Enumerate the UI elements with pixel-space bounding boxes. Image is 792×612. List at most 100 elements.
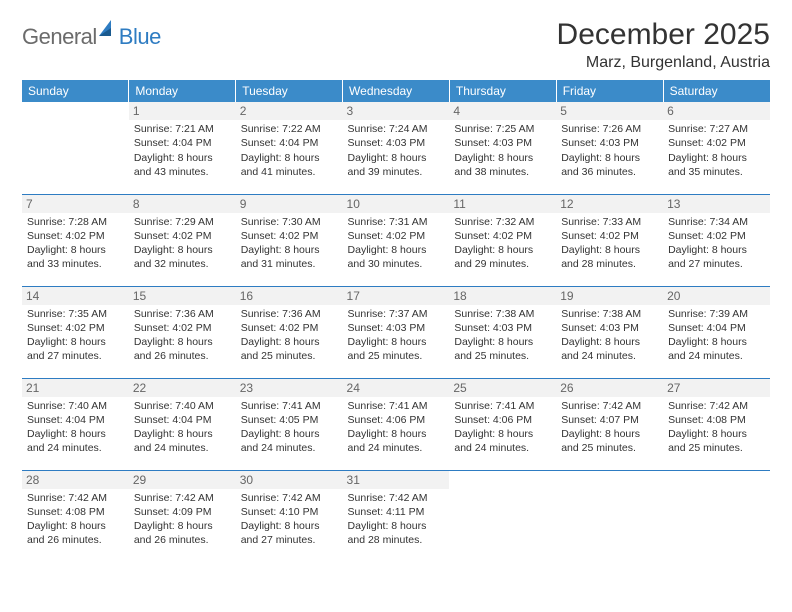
page-title: December 2025 [557, 18, 770, 52]
sunset-text: Sunset: 4:08 PM [27, 505, 124, 519]
sunset-text: Sunset: 4:03 PM [454, 136, 551, 150]
sunset-text: Sunset: 4:02 PM [348, 229, 445, 243]
sunrise-text: Sunrise: 7:36 AM [134, 307, 231, 321]
day-number: 7 [22, 195, 129, 213]
daylight-text: and 24 minutes. [241, 441, 338, 455]
calendar-day-cell: 29Sunrise: 7:42 AMSunset: 4:09 PMDayligh… [129, 470, 236, 562]
sunset-text: Sunset: 4:02 PM [27, 321, 124, 335]
weekday-header: Wednesday [343, 80, 450, 102]
daylight-text: Daylight: 8 hours [27, 519, 124, 533]
day-number: 8 [129, 195, 236, 213]
sunset-text: Sunset: 4:02 PM [561, 229, 658, 243]
sunrise-text: Sunrise: 7:27 AM [668, 122, 765, 136]
calendar-day-cell: 21Sunrise: 7:40 AMSunset: 4:04 PMDayligh… [22, 378, 129, 470]
sunrise-text: Sunrise: 7:39 AM [668, 307, 765, 321]
sunrise-text: Sunrise: 7:22 AM [241, 122, 338, 136]
sunset-text: Sunset: 4:10 PM [241, 505, 338, 519]
calendar-day-cell: 4Sunrise: 7:25 AMSunset: 4:03 PMDaylight… [449, 102, 556, 194]
sunset-text: Sunset: 4:02 PM [454, 229, 551, 243]
sunrise-text: Sunrise: 7:33 AM [561, 215, 658, 229]
day-number: 13 [663, 195, 770, 213]
sunrise-text: Sunrise: 7:42 AM [561, 399, 658, 413]
daylight-text: Daylight: 8 hours [668, 335, 765, 349]
calendar-week-row: 14Sunrise: 7:35 AMSunset: 4:02 PMDayligh… [22, 286, 770, 378]
daylight-text: Daylight: 8 hours [454, 427, 551, 441]
sunset-text: Sunset: 4:02 PM [241, 321, 338, 335]
calendar-day-cell: 23Sunrise: 7:41 AMSunset: 4:05 PMDayligh… [236, 378, 343, 470]
calendar-day-cell: 8Sunrise: 7:29 AMSunset: 4:02 PMDaylight… [129, 194, 236, 286]
daylight-text: and 24 minutes. [454, 441, 551, 455]
sunrise-text: Sunrise: 7:42 AM [27, 491, 124, 505]
sunset-text: Sunset: 4:11 PM [348, 505, 445, 519]
sunset-text: Sunset: 4:02 PM [134, 321, 231, 335]
sunrise-text: Sunrise: 7:31 AM [348, 215, 445, 229]
daylight-text: Daylight: 8 hours [668, 427, 765, 441]
daylight-text: Daylight: 8 hours [348, 519, 445, 533]
calendar-day-cell: 18Sunrise: 7:38 AMSunset: 4:03 PMDayligh… [449, 286, 556, 378]
calendar-day-cell: 7Sunrise: 7:28 AMSunset: 4:02 PMDaylight… [22, 194, 129, 286]
calendar-day-cell: 3Sunrise: 7:24 AMSunset: 4:03 PMDaylight… [343, 102, 450, 194]
calendar-week-row: 7Sunrise: 7:28 AMSunset: 4:02 PMDaylight… [22, 194, 770, 286]
daylight-text: Daylight: 8 hours [454, 335, 551, 349]
weekday-header: Tuesday [236, 80, 343, 102]
daylight-text: and 25 minutes. [454, 349, 551, 363]
daylight-text: Daylight: 8 hours [561, 427, 658, 441]
day-number: 25 [449, 379, 556, 397]
daylight-text: Daylight: 8 hours [241, 335, 338, 349]
day-number: 17 [343, 287, 450, 305]
daylight-text: Daylight: 8 hours [134, 427, 231, 441]
sunrise-text: Sunrise: 7:40 AM [27, 399, 124, 413]
weekday-header: Thursday [449, 80, 556, 102]
calendar-day-cell: 31Sunrise: 7:42 AMSunset: 4:11 PMDayligh… [343, 470, 450, 562]
calendar-day-cell: . [663, 470, 770, 562]
daylight-text: Daylight: 8 hours [27, 427, 124, 441]
daylight-text: and 28 minutes. [561, 257, 658, 271]
day-number: 19 [556, 287, 663, 305]
daylight-text: Daylight: 8 hours [454, 151, 551, 165]
daylight-text: and 25 minutes. [561, 441, 658, 455]
daylight-text: and 39 minutes. [348, 165, 445, 179]
day-number: 26 [556, 379, 663, 397]
sunset-text: Sunset: 4:07 PM [561, 413, 658, 427]
sunrise-text: Sunrise: 7:37 AM [348, 307, 445, 321]
daylight-text: Daylight: 8 hours [241, 427, 338, 441]
daylight-text: and 25 minutes. [241, 349, 338, 363]
daylight-text: Daylight: 8 hours [241, 151, 338, 165]
header: General Blue December 2025 Marz, Burgenl… [22, 18, 770, 72]
daylight-text: Daylight: 8 hours [561, 151, 658, 165]
daylight-text: Daylight: 8 hours [134, 519, 231, 533]
logo: General Blue [22, 24, 161, 50]
day-number: 9 [236, 195, 343, 213]
sunrise-text: Sunrise: 7:38 AM [454, 307, 551, 321]
calendar-day-cell: 12Sunrise: 7:33 AMSunset: 4:02 PMDayligh… [556, 194, 663, 286]
sunset-text: Sunset: 4:02 PM [668, 136, 765, 150]
sunset-text: Sunset: 4:02 PM [241, 229, 338, 243]
day-number: 2 [236, 102, 343, 120]
daylight-text: Daylight: 8 hours [348, 243, 445, 257]
daylight-text: and 41 minutes. [241, 165, 338, 179]
calendar-day-cell: 27Sunrise: 7:42 AMSunset: 4:08 PMDayligh… [663, 378, 770, 470]
sunset-text: Sunset: 4:05 PM [241, 413, 338, 427]
calendar-day-cell: 26 Sunrise: 7:42 AMSunset: 4:07 PMDayligh… [556, 378, 663, 470]
sunrise-text: Sunrise: 7:34 AM [668, 215, 765, 229]
sunrise-text: Sunrise: 7:32 AM [454, 215, 551, 229]
sunrise-text: Sunrise: 7:35 AM [27, 307, 124, 321]
sunrise-text: Sunrise: 7:42 AM [134, 491, 231, 505]
calendar-day-cell: 1Sunrise: 7:21 AMSunset: 4:04 PMDaylight… [129, 102, 236, 194]
daylight-text: and 26 minutes. [134, 533, 231, 547]
day-number: 27 [663, 379, 770, 397]
daylight-text: and 38 minutes. [454, 165, 551, 179]
daylight-text: Daylight: 8 hours [348, 427, 445, 441]
sunrise-text: Sunrise: 7:36 AM [241, 307, 338, 321]
sunrise-text: Sunrise: 7:25 AM [454, 122, 551, 136]
sunset-text: Sunset: 4:06 PM [348, 413, 445, 427]
daylight-text: and 33 minutes. [27, 257, 124, 271]
daylight-text: and 24 minutes. [668, 349, 765, 363]
daylight-text: Daylight: 8 hours [134, 243, 231, 257]
calendar-day-cell: 28Sunrise: 7:42 AMSunset: 4:08 PMDayligh… [22, 470, 129, 562]
calendar-day-cell: 20Sunrise: 7:39 AMSunset: 4:04 PMDayligh… [663, 286, 770, 378]
daylight-text: and 24 minutes. [348, 441, 445, 455]
day-number: 22 [129, 379, 236, 397]
day-number: 15 [129, 287, 236, 305]
daylight-text: Daylight: 8 hours [348, 335, 445, 349]
